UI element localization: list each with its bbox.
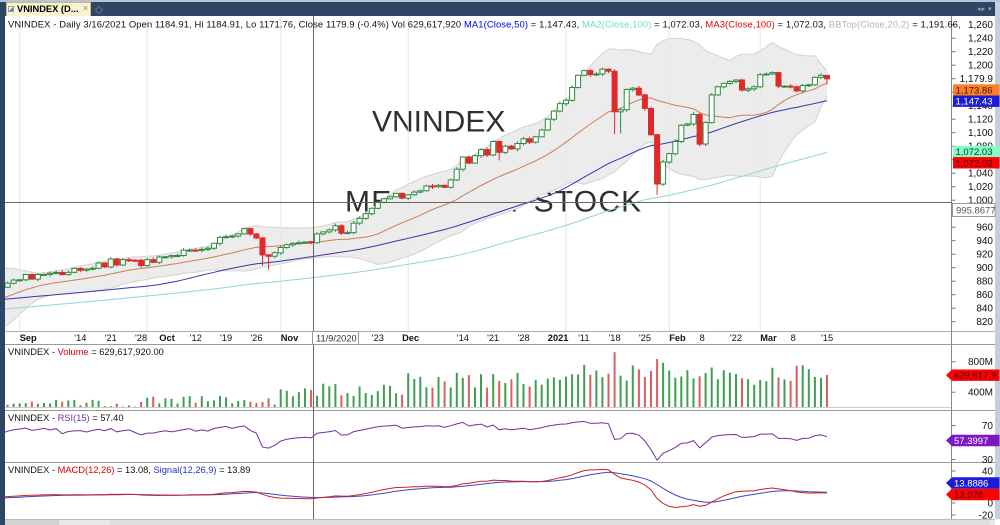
svg-text:Nov: Nov [281, 333, 299, 343]
svg-text:Oct: Oct [159, 333, 175, 343]
svg-text:'18: '18 [609, 333, 621, 343]
svg-text:1,000: 1,000 [968, 196, 993, 207]
svg-text:8: 8 [791, 333, 796, 343]
svg-text:Sep: Sep [20, 333, 37, 343]
svg-text:1,200: 1,200 [968, 61, 993, 72]
svg-text:1,072.03: 1,072.03 [956, 147, 993, 158]
svg-text:1,072.03: 1,072.03 [956, 158, 993, 169]
svg-text:1,220: 1,220 [968, 47, 993, 58]
svg-text:1,020: 1,020 [968, 182, 993, 193]
svg-text:629,617,9: 629,617,9 [954, 371, 996, 382]
svg-text:Feb: Feb [669, 333, 686, 343]
svg-text:'22: '22 [730, 333, 742, 343]
svg-text:'28: '28 [135, 333, 147, 343]
svg-text:-20: -20 [979, 510, 994, 521]
svg-text:1,120: 1,120 [968, 115, 993, 126]
svg-text:VNINDEX - RSI(15) = 57.40: VNINDEX - RSI(15) = 57.40 [8, 413, 124, 423]
svg-text:'12: '12 [190, 333, 202, 343]
svg-text:'26: '26 [250, 333, 262, 343]
svg-text:Mar: Mar [760, 333, 777, 343]
svg-text:30: 30 [982, 455, 994, 466]
svg-text:860: 860 [976, 290, 993, 301]
svg-text:820: 820 [976, 317, 993, 328]
svg-text:11/9/2020: 11/9/2020 [316, 334, 357, 344]
svg-text:900: 900 [976, 263, 993, 274]
svg-text:VNINDEX - MACD(12,26) = 13.08,: VNINDEX - MACD(12,26) = 13.08, Signal(12… [8, 465, 250, 475]
svg-text:8: 8 [700, 333, 705, 343]
svg-text:VNINDEX - Daily 3/16/2021 Open: VNINDEX - Daily 3/16/2021 Open 1184.91, … [8, 19, 961, 30]
svg-text:Dec: Dec [402, 333, 419, 343]
svg-text:995.8677: 995.8677 [956, 206, 996, 217]
svg-text:57.3997: 57.3997 [954, 436, 988, 447]
svg-text:'23: '23 [372, 333, 384, 343]
svg-text:'28: '28 [518, 333, 530, 343]
svg-text:2021: 2021 [548, 333, 569, 343]
svg-text:'25: '25 [639, 333, 651, 343]
svg-text:13.078: 13.078 [954, 490, 983, 501]
svg-text:1,179.9: 1,179.9 [960, 74, 994, 85]
svg-text:'21: '21 [105, 333, 117, 343]
svg-text:920: 920 [976, 250, 993, 261]
svg-text:1,173.86: 1,173.86 [956, 86, 993, 97]
svg-text:VNINDEX: VNINDEX [372, 106, 505, 139]
svg-text:1,240: 1,240 [968, 34, 993, 45]
svg-text:'11: '11 [578, 333, 589, 343]
svg-text:840: 840 [976, 304, 993, 315]
svg-text:1,040: 1,040 [968, 169, 993, 180]
svg-text:1,147.43: 1,147.43 [956, 97, 993, 108]
svg-text:'14: '14 [457, 333, 469, 343]
svg-text:880: 880 [976, 277, 993, 288]
svg-text:'21: '21 [487, 333, 499, 343]
svg-text:960: 960 [976, 223, 993, 234]
svg-text:'15: '15 [821, 333, 833, 343]
svg-text:VNINDEX - Volume = 629,617,920: VNINDEX - Volume = 629,617,920.00 [8, 347, 164, 357]
svg-text:70: 70 [982, 421, 994, 432]
svg-text:800M: 800M [968, 357, 993, 368]
svg-text:'19: '19 [220, 333, 232, 343]
svg-text:940: 940 [976, 236, 993, 247]
svg-text:13.8886: 13.8886 [954, 479, 988, 490]
svg-text:400M: 400M [968, 388, 993, 399]
svg-text:40: 40 [982, 466, 994, 477]
svg-text:1,260: 1,260 [968, 20, 993, 31]
svg-text:0: 0 [987, 498, 993, 509]
svg-text:1,100: 1,100 [968, 128, 993, 139]
svg-text:'14: '14 [74, 333, 86, 343]
